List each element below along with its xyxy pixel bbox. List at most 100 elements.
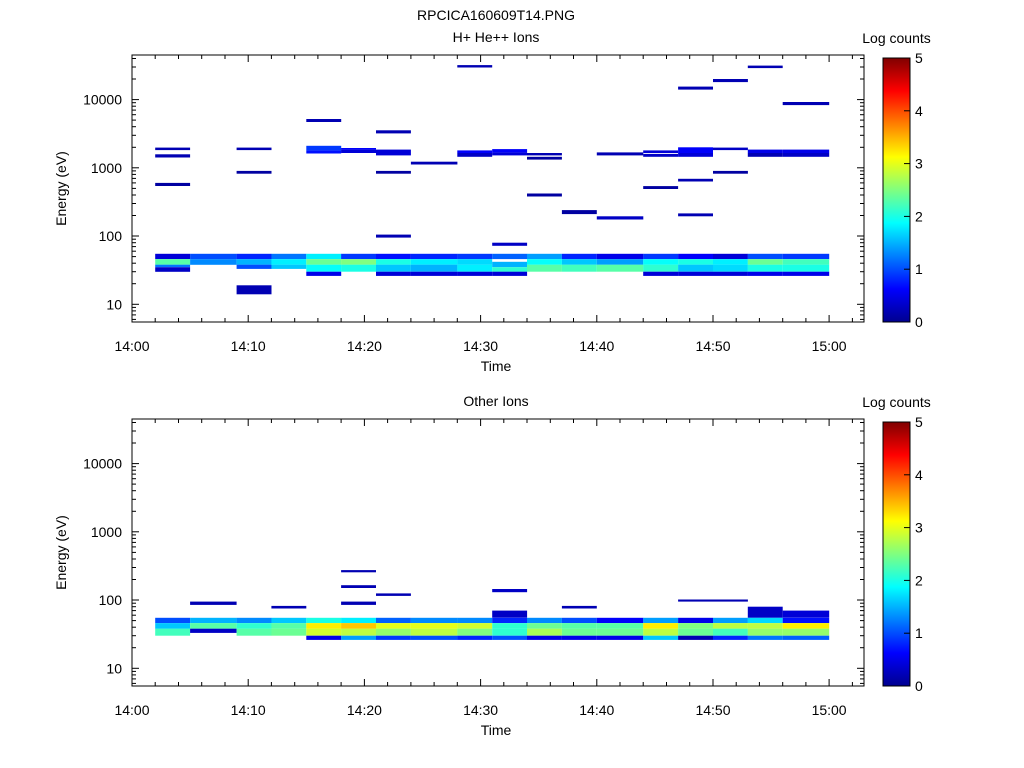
colorbar-tick-label: 2 — [915, 572, 923, 588]
heatmap-cell — [678, 271, 713, 276]
heatmap-cell — [376, 617, 411, 624]
heatmap-cell — [376, 628, 411, 636]
y-tick-label: 10 — [106, 660, 122, 676]
heatmap-cell — [782, 610, 830, 618]
heatmap-cell — [410, 623, 458, 629]
heatmap-cell — [643, 635, 679, 640]
heatmap-cell — [457, 628, 493, 636]
heatmap-cell — [306, 150, 342, 154]
heatmap-cells — [155, 65, 830, 295]
x-tick-label: 14:00 — [114, 338, 149, 354]
x-tick-label: 14:10 — [231, 702, 266, 718]
y-tick-label: 10000 — [83, 92, 122, 108]
heatmap-cell — [306, 617, 342, 624]
heatmap-cell — [341, 259, 376, 265]
heatmap-cell — [410, 617, 458, 624]
heatmap-cell — [782, 264, 830, 272]
x-tick-label: 14:40 — [579, 702, 614, 718]
heatmap-cell — [410, 628, 458, 636]
heatmap-cell — [678, 86, 713, 90]
heatmap-cell — [271, 628, 307, 636]
y-tick-label: 100 — [99, 228, 123, 244]
heatmap-cell — [747, 623, 783, 629]
heatmap-cell — [190, 259, 237, 265]
colorbar-tick-label: 3 — [915, 156, 923, 172]
heatmap-cell — [782, 271, 830, 276]
heatmap-cell — [747, 149, 783, 153]
x-tick-label: 15:00 — [812, 338, 847, 354]
heatmap-cell — [190, 617, 237, 624]
heatmap-cell — [410, 264, 458, 272]
x-axis-label: Time — [481, 722, 512, 738]
heatmap-cell — [643, 617, 679, 624]
heatmap-cell — [782, 259, 830, 265]
heatmap-cell — [747, 606, 783, 618]
heatmap-cell — [527, 635, 562, 640]
heatmap-cell — [782, 149, 830, 153]
heatmap-cell — [713, 147, 748, 151]
heatmap-cell — [155, 253, 191, 260]
heatmap-cell — [457, 150, 493, 153]
heatmap-cell — [678, 617, 713, 624]
heatmap-cell — [713, 259, 748, 265]
heatmap-cell — [713, 79, 748, 83]
heatmap-cell — [527, 253, 562, 260]
heatmap-cell — [306, 635, 342, 640]
heatmap-cell — [782, 617, 830, 624]
heatmap-cell — [713, 635, 748, 640]
heatmap-cell — [678, 628, 713, 636]
heatmap-cell — [236, 628, 272, 636]
heatmap-cell — [527, 623, 562, 629]
colorbar-tick-label: 0 — [915, 314, 923, 330]
heatmap-cell — [341, 148, 376, 150]
heatmap-cell — [271, 264, 307, 269]
heatmap-cell — [643, 623, 679, 629]
heatmap-cell — [596, 628, 644, 636]
heatmap-cell — [492, 617, 528, 624]
heatmap-cell — [596, 152, 644, 156]
heatmap-cell — [561, 253, 597, 260]
heatmap-cell — [457, 264, 493, 272]
heatmap-cell — [236, 147, 272, 151]
heatmap-cells — [155, 570, 830, 640]
x-tick-label: 14:00 — [114, 702, 149, 718]
heatmap-cell — [643, 264, 679, 272]
heatmap-cell — [747, 264, 783, 272]
heatmap-cell — [643, 259, 679, 265]
heatmap-cell — [457, 623, 493, 629]
heatmap-cell — [561, 210, 597, 215]
heatmap-cell — [492, 242, 528, 246]
heatmap-cell — [376, 593, 411, 596]
heatmap-cell — [492, 152, 528, 156]
heatmap-cell — [713, 170, 748, 174]
x-tick-label: 14:30 — [463, 338, 498, 354]
heatmap-cell — [341, 570, 376, 573]
heatmap-cell — [457, 635, 493, 640]
heatmap-cell — [492, 623, 528, 629]
heatmap-cell — [341, 628, 376, 636]
heatmap-cell — [527, 628, 562, 636]
y-tick-label: 10000 — [83, 456, 122, 472]
heatmap-cell — [306, 623, 342, 629]
heatmap-cell — [747, 271, 783, 276]
heatmap-cell — [596, 635, 644, 640]
heatmap-cell — [561, 635, 597, 640]
heatmap-cell — [236, 259, 272, 265]
colorbar-tick-label: 4 — [915, 103, 923, 119]
heatmap-cell — [376, 130, 411, 134]
heatmap-cell — [643, 186, 679, 189]
heatmap-cell — [492, 610, 528, 618]
plot-frame — [131, 418, 865, 687]
heatmap-cell — [747, 628, 783, 636]
heatmap-cell — [306, 271, 342, 276]
figure-title: RPCICA160609T14.PNG — [417, 7, 575, 23]
heatmap-cell — [376, 234, 411, 238]
heatmap-cell — [155, 623, 191, 629]
heatmap-cell — [410, 635, 458, 640]
heatmap-cell — [410, 161, 458, 165]
heatmap-cell — [492, 149, 528, 153]
heatmap-cell — [271, 617, 307, 624]
heatmap-cell — [782, 623, 830, 629]
